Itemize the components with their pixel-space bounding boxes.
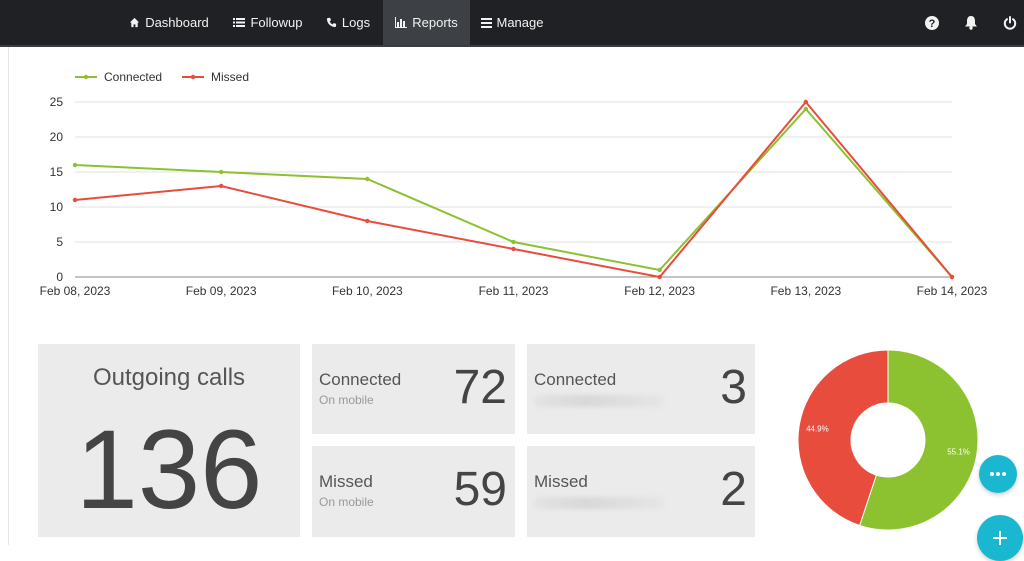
logout-button[interactable] — [999, 0, 1021, 45]
legend-marker — [190, 74, 196, 80]
nav-manage-label: Manage — [496, 15, 544, 30]
y-tick-label: 0 — [56, 270, 63, 284]
x-tick-label: Feb 13, 2023 — [770, 284, 841, 298]
nav-logs-label: Logs — [341, 15, 371, 30]
donut-slice[interactable] — [859, 349, 979, 531]
chat-button[interactable] — [979, 455, 1017, 493]
x-tick-label: Feb 12, 2023 — [624, 284, 695, 298]
data-point[interactable] — [365, 218, 370, 224]
phone-icon — [326, 17, 336, 28]
connected-mobile-card: Connected On mobile 72 — [312, 344, 515, 434]
svg-text:?: ? — [929, 18, 936, 30]
redacted-sub — [534, 497, 664, 509]
legend-marker — [83, 74, 89, 80]
card-label: Missed — [319, 472, 373, 491]
plus-icon — [993, 531, 1007, 545]
donut-slice-label: 44.9% — [806, 425, 829, 434]
data-point[interactable] — [803, 99, 809, 105]
nav-reports-label: Reports — [412, 15, 458, 30]
x-tick-label: Feb 10, 2023 — [332, 284, 403, 298]
data-point[interactable] — [657, 267, 662, 273]
top-navbar: Dashboard Followup Logs Reports Manage ? — [0, 0, 1024, 47]
data-point[interactable] — [511, 246, 516, 252]
bell-icon — [965, 16, 977, 30]
card-value: 59 — [453, 463, 507, 516]
nav-dashboard-label: Dashboard — [145, 15, 209, 30]
outgoing-calls-panel: Outgoing calls 136 — [38, 344, 300, 537]
nav-followup[interactable]: Followup — [228, 0, 308, 45]
x-tick-label: Feb 09, 2023 — [186, 284, 257, 298]
y-tick-label: 10 — [50, 200, 64, 214]
card-label: Connected — [319, 370, 402, 389]
home-icon — [130, 17, 140, 28]
power-icon — [1003, 15, 1017, 30]
card-value: 2 — [720, 463, 747, 516]
content-border — [8, 47, 9, 545]
data-point[interactable] — [72, 197, 78, 203]
y-tick-label: 15 — [50, 165, 64, 179]
help-button[interactable]: ? — [921, 0, 943, 45]
y-tick-label: 20 — [50, 130, 64, 144]
x-tick-label: Feb 14, 2023 — [917, 284, 988, 298]
data-point[interactable] — [803, 106, 809, 112]
data-point[interactable] — [657, 274, 662, 280]
data-point[interactable] — [72, 162, 78, 168]
data-point[interactable] — [218, 183, 224, 189]
data-point[interactable] — [218, 169, 224, 175]
legend-label[interactable]: Connected — [104, 70, 162, 84]
data-point[interactable] — [365, 176, 370, 182]
donut-slice[interactable] — [797, 349, 889, 527]
menu-icon — [480, 17, 492, 28]
nav-dashboard[interactable]: Dashboard — [126, 0, 212, 45]
notifications-button[interactable] — [960, 0, 982, 45]
outgoing-calls-title: Outgoing calls — [92, 364, 246, 391]
nav-logs[interactable]: Logs — [320, 0, 376, 45]
card-label: Connected — [534, 370, 617, 389]
donut-slice-label: 55.1% — [947, 447, 970, 456]
x-tick-label: Feb 11, 2023 — [479, 284, 549, 298]
card-value: 3 — [720, 361, 747, 414]
x-tick-label: Feb 08, 2023 — [40, 284, 111, 298]
calls-line-chart: 0 5 10 15 20 25 Feb 08, 2023 Feb 09, 2023 Feb 10… — [30, 60, 1000, 310]
nav-followup-label: Followup — [250, 15, 303, 30]
card-label: Missed — [534, 472, 588, 491]
add-button[interactable] — [977, 515, 1023, 561]
calls-donut-chart: 55.1% 44.9% — [797, 349, 979, 531]
redacted-sub — [534, 395, 664, 407]
nav-manage[interactable]: Manage — [478, 0, 546, 45]
line-chart-svg: 0 5 10 15 20 25 Feb 08, 2023 Feb 09, 2023 Feb 10… — [40, 70, 988, 298]
connected-other-card: Connected 3 — [527, 344, 755, 434]
bar-chart-icon — [395, 17, 408, 28]
series-line-connected — [74, 107, 953, 278]
outgoing-calls-total: 136 — [75, 407, 263, 532]
missed-other-card: Missed 2 — [527, 446, 755, 537]
data-point[interactable] — [511, 239, 516, 245]
chat-icon — [990, 472, 1006, 476]
nav-reports[interactable]: Reports — [383, 0, 470, 45]
list-icon — [233, 18, 246, 27]
card-sub: On mobile — [319, 495, 374, 509]
y-tick-label: 5 — [56, 235, 63, 249]
y-tick-label: 25 — [50, 95, 64, 109]
data-point[interactable] — [949, 274, 955, 280]
card-value: 72 — [453, 361, 507, 414]
help-icon: ? — [925, 15, 939, 30]
missed-mobile-card: Missed On mobile 59 — [312, 446, 515, 537]
legend-label[interactable]: Missed — [211, 70, 249, 84]
card-sub: On mobile — [319, 393, 374, 407]
